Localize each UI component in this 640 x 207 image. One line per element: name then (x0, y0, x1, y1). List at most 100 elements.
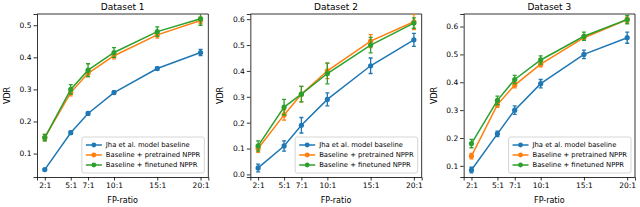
point-marker (256, 143, 261, 148)
y-tick-label: 0.3 (446, 106, 458, 115)
legend-marker (305, 163, 310, 168)
legend-item: Baseline + pretrained NPPR (299, 151, 414, 159)
point-marker (581, 34, 586, 39)
legend-item: Jha et al. model baseline (513, 141, 617, 149)
error-bar (282, 99, 286, 115)
y-tick-mark (247, 71, 251, 72)
error-bar (325, 93, 329, 106)
point-marker (111, 50, 116, 55)
x-tick: 5:1 (65, 177, 77, 190)
x-tick-label: 10:1 (533, 181, 550, 190)
error-bar-cap (412, 29, 416, 30)
error-bar-cap (495, 96, 499, 97)
error-bar (469, 167, 473, 173)
frame-top (250, 14, 421, 15)
legend-label: Baseline + finetuned NPPR (533, 161, 625, 169)
x-tick: 10:1 (533, 177, 550, 190)
error-bar-cap (256, 140, 260, 141)
y-tick: 0.5 (20, 21, 37, 30)
y-tick-mark (460, 110, 464, 111)
error-bar (369, 37, 373, 53)
point-marker (495, 131, 500, 136)
x-tick: 10:1 (106, 177, 123, 190)
y-tick: 0.3 (233, 93, 250, 102)
error-bar-cap (539, 79, 543, 80)
error-bar (155, 67, 159, 70)
error-bar (256, 164, 260, 172)
error-bar (86, 64, 90, 77)
legend-marker (91, 143, 96, 148)
y-tick-mark (247, 45, 251, 46)
x-tick: 7:1 (83, 177, 95, 190)
point-marker (198, 16, 203, 21)
legend-label: Baseline + pretrained NPPR (533, 151, 628, 159)
error-bar-cap (299, 101, 303, 102)
y-tick-label: 0.6 (233, 15, 245, 24)
y-tick-mark (460, 138, 464, 139)
error-bar-cap (582, 50, 586, 51)
point-marker (299, 123, 304, 128)
error-bar-cap (412, 33, 416, 34)
error-bar (469, 139, 473, 147)
legend-label: Jha et al. model baseline (318, 141, 403, 149)
error-bar (155, 27, 159, 37)
error-bar (582, 32, 586, 40)
x-axis: 2:15:17:110:115:120:1 (38, 177, 210, 190)
panel: 2:15:17:110:115:120:10.00.10.20.30.40.50… (216, 2, 423, 205)
x-tick: 2:1 (39, 177, 51, 190)
error-bar-cap (625, 15, 629, 16)
series-line (471, 20, 627, 144)
point-marker (299, 92, 304, 97)
frame-top (37, 14, 208, 15)
x-axis-title: FP-ratio (107, 196, 138, 205)
series-line (258, 22, 414, 149)
x-tick-label: 15:1 (363, 181, 380, 190)
error-bar-cap (299, 132, 303, 133)
x-axis-line (38, 178, 209, 181)
error-bar-cap (155, 26, 159, 27)
error-bar-cap (582, 31, 586, 32)
point-marker (85, 68, 90, 73)
error-bar-cap (369, 37, 373, 38)
y-axis-title: VDR (430, 86, 439, 104)
x-axis-title: FP-ratio (534, 196, 565, 205)
error-bar-cap (582, 58, 586, 59)
plot-area (256, 14, 417, 172)
x-tick-label: 10:1 (106, 181, 123, 190)
error-bar (112, 91, 116, 94)
y-tick: 0.3 (20, 85, 37, 94)
x-tick: 20:1 (193, 177, 210, 190)
y-tick-label: 0.3 (20, 85, 32, 94)
error-bar-cap (155, 37, 159, 38)
error-bar (299, 86, 303, 102)
x-tick-label: 20:1 (619, 181, 636, 190)
legend-label: Baseline + pretrained NPPR (106, 151, 201, 159)
panel: 2:15:17:110:115:120:10.10.20.30.40.50.6D… (430, 2, 637, 205)
legend-item: Baseline + pretrained NPPR (513, 151, 628, 159)
legend-label: Jha et al. model baseline (105, 141, 190, 149)
y-tick: 0.2 (446, 134, 463, 143)
y-tick: 0.1 (233, 144, 250, 153)
error-bar (513, 82, 517, 88)
x-axis-line (251, 178, 422, 181)
error-bar-cap (369, 73, 373, 74)
y-tick: 0.6 (446, 22, 463, 31)
error-bar-cap (199, 55, 203, 56)
error-bar-cap (86, 63, 90, 64)
series-line (471, 20, 627, 157)
y-tick: 0.2 (233, 119, 250, 128)
error-bar-cap (513, 83, 517, 84)
y-tick: 0.1 (446, 162, 463, 171)
series-line (45, 19, 201, 138)
error-bar-cap (469, 139, 473, 140)
error-bar (256, 141, 260, 151)
y-tick-mark (460, 54, 464, 55)
series (469, 15, 630, 147)
error-bar-cap (625, 31, 629, 32)
error-bar-cap (325, 63, 329, 64)
point-marker (512, 108, 517, 113)
error-bar-cap (256, 150, 260, 151)
point-marker (325, 71, 330, 76)
x-tick: 20:1 (406, 177, 423, 190)
y-axis-line (34, 15, 38, 178)
